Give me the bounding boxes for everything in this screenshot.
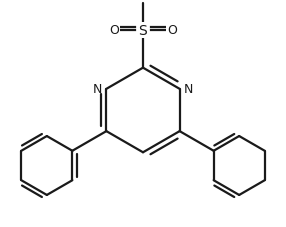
Text: N: N	[93, 82, 103, 95]
Text: O: O	[167, 24, 177, 37]
Text: N: N	[183, 82, 193, 95]
Text: O: O	[109, 24, 119, 37]
Text: S: S	[139, 24, 147, 38]
